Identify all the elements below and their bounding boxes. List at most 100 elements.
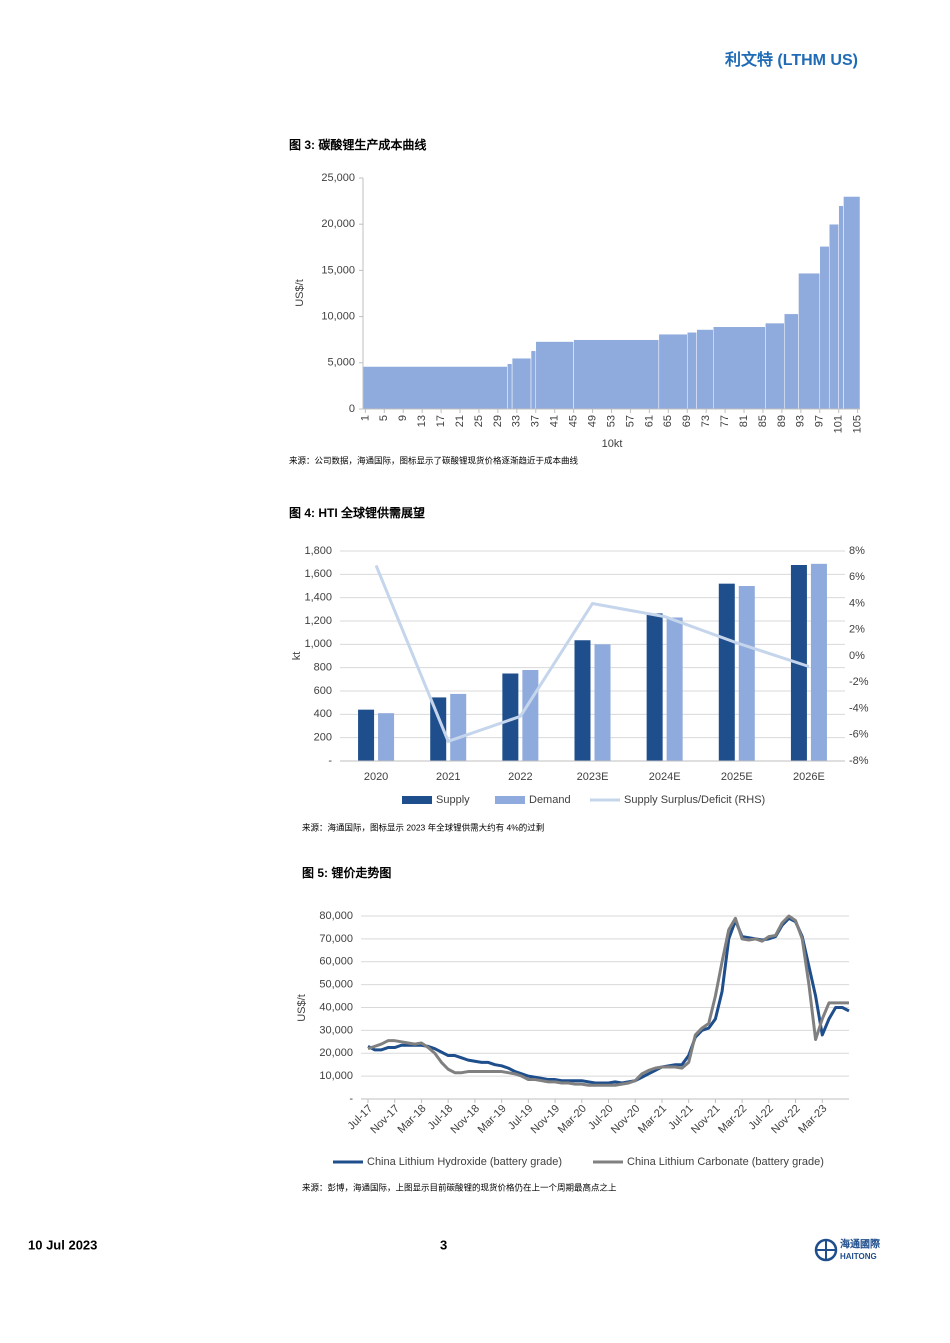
bar: [838, 205, 844, 410]
y-axis-label: US$/t: [296, 994, 308, 1022]
legend-label: Supply Surplus/Deficit (RHS): [624, 794, 765, 806]
line: [367, 916, 850, 1085]
y2-tick-label: 0%: [849, 650, 865, 662]
x-tick-label: 89: [776, 415, 788, 427]
page-number: 3: [440, 1237, 447, 1252]
x-tick-label: Nov-17: [368, 1103, 402, 1137]
bar: [686, 332, 697, 410]
figure-source: 来源：公司数据，海通国际，图标显示了碳酸锂现货价格逐渐趋近于成本曲线: [289, 455, 579, 465]
y-tick-label: -: [328, 755, 332, 767]
bar: [378, 713, 395, 761]
legend-label: China Lithium Hydroxide (battery grade): [367, 1156, 562, 1168]
y2-tick-label: 6%: [849, 571, 865, 583]
y-tick-label: 30,000: [319, 1024, 353, 1036]
y-tick-label: 0: [349, 403, 355, 415]
y-tick-label: 200: [314, 732, 332, 744]
bar: [843, 196, 861, 410]
figure-source: 来源：海通国际，图标显示 2023 年全球锂供需大约有 4%的过剩: [302, 822, 544, 832]
figure-title: 图 4: HTI 全球锂供需展望: [289, 505, 425, 520]
logo-text: 海通國際: [840, 1238, 880, 1251]
x-tick-label: 2021: [436, 771, 460, 783]
x-tick-label: 33: [511, 415, 523, 427]
x-tick-label: 41: [549, 415, 561, 427]
bar: [502, 673, 519, 761]
x-tick-label: Nov-22: [769, 1103, 803, 1137]
line: [374, 564, 810, 744]
logo: 海通國際 HAITONG: [814, 1238, 880, 1262]
bar: [798, 272, 821, 410]
bar: [450, 693, 467, 761]
x-tick-label: 97: [814, 415, 826, 427]
bar: [522, 670, 539, 761]
bar: [828, 223, 839, 410]
x-tick-label: 81: [738, 415, 750, 427]
x-tick-label: Nov-20: [609, 1103, 643, 1137]
bar: [738, 586, 755, 761]
x-tick-label: Mar-20: [556, 1103, 589, 1136]
x-tick-label: 9: [397, 415, 409, 421]
y-tick-label: 5,000: [327, 357, 355, 369]
y-tick-label: 1,800: [304, 545, 332, 557]
y-tick-label: 400: [314, 708, 332, 720]
x-tick-label: Nov-21: [689, 1103, 723, 1137]
x-tick-label: 61: [643, 415, 655, 427]
x-tick-label: 77: [719, 415, 731, 427]
y-tick-label: -: [349, 1093, 353, 1105]
x-tick-label: 2023E: [577, 771, 609, 783]
x-tick-label: 21: [454, 415, 466, 427]
figure-title: 图 5: 锂价走势图: [302, 865, 391, 880]
logo-text: HAITONG: [840, 1252, 877, 1261]
x-tick-label: Mar-22: [716, 1103, 749, 1136]
y-tick-label: 70,000: [319, 933, 353, 945]
x-tick-label: 2025E: [721, 771, 753, 783]
footer-date: 10 Jul 2023: [28, 1237, 97, 1252]
x-tick-label: 65: [662, 415, 674, 427]
x-tick-label: Mar-18: [395, 1103, 428, 1136]
legend-swatch: [402, 796, 432, 804]
bar: [574, 640, 591, 761]
x-tick-label: 17: [435, 415, 447, 427]
y-tick-label: 10,000: [319, 1070, 353, 1082]
y2-tick-label: 2%: [849, 624, 865, 636]
legend-label: China Lithium Carbonate (battery grade): [627, 1156, 824, 1168]
y-tick-label: 60,000: [319, 956, 353, 968]
bar: [646, 613, 663, 761]
y-tick-label: 1,000: [304, 638, 332, 650]
bar: [718, 583, 735, 761]
x-tick-label: 101: [833, 415, 845, 433]
y-tick-label: 25,000: [321, 172, 355, 184]
bar: [507, 363, 513, 410]
legend-label: Demand: [529, 794, 571, 806]
y-axis-label: kt: [291, 652, 303, 661]
x-tick-label: 69: [681, 415, 693, 427]
y2-tick-label: -4%: [849, 702, 869, 714]
y-tick-label: 1,200: [304, 615, 332, 627]
legend-swatch: [495, 796, 525, 804]
x-tick-label: Nov-19: [529, 1103, 563, 1137]
y-tick-label: 800: [314, 662, 332, 674]
y-tick-label: 80,000: [319, 910, 353, 922]
x-tick-label: 29: [492, 415, 504, 427]
bar: [784, 313, 799, 410]
y-tick-label: 20,000: [319, 1047, 353, 1059]
bar: [535, 341, 574, 410]
y2-tick-label: 4%: [849, 597, 865, 609]
y2-tick-label: -8%: [849, 755, 869, 767]
x-axis-label: 10kt: [602, 438, 623, 450]
x-tick-label: 57: [624, 415, 636, 427]
y-tick-label: 15,000: [321, 264, 355, 276]
bar: [713, 326, 766, 410]
x-tick-label: 105: [852, 415, 864, 433]
x-tick-label: Mar-21: [636, 1103, 669, 1136]
y-tick-label: 1,400: [304, 592, 332, 604]
x-tick-label: 49: [586, 415, 598, 427]
x-tick-label: 1: [359, 415, 371, 421]
bar: [658, 333, 688, 410]
bar: [530, 350, 537, 410]
bar: [810, 563, 827, 761]
x-tick-label: 25: [473, 415, 485, 427]
y-tick-label: 1,600: [304, 568, 332, 580]
bar: [430, 697, 447, 761]
x-tick-label: 85: [757, 415, 769, 427]
x-tick-label: 13: [416, 415, 428, 427]
